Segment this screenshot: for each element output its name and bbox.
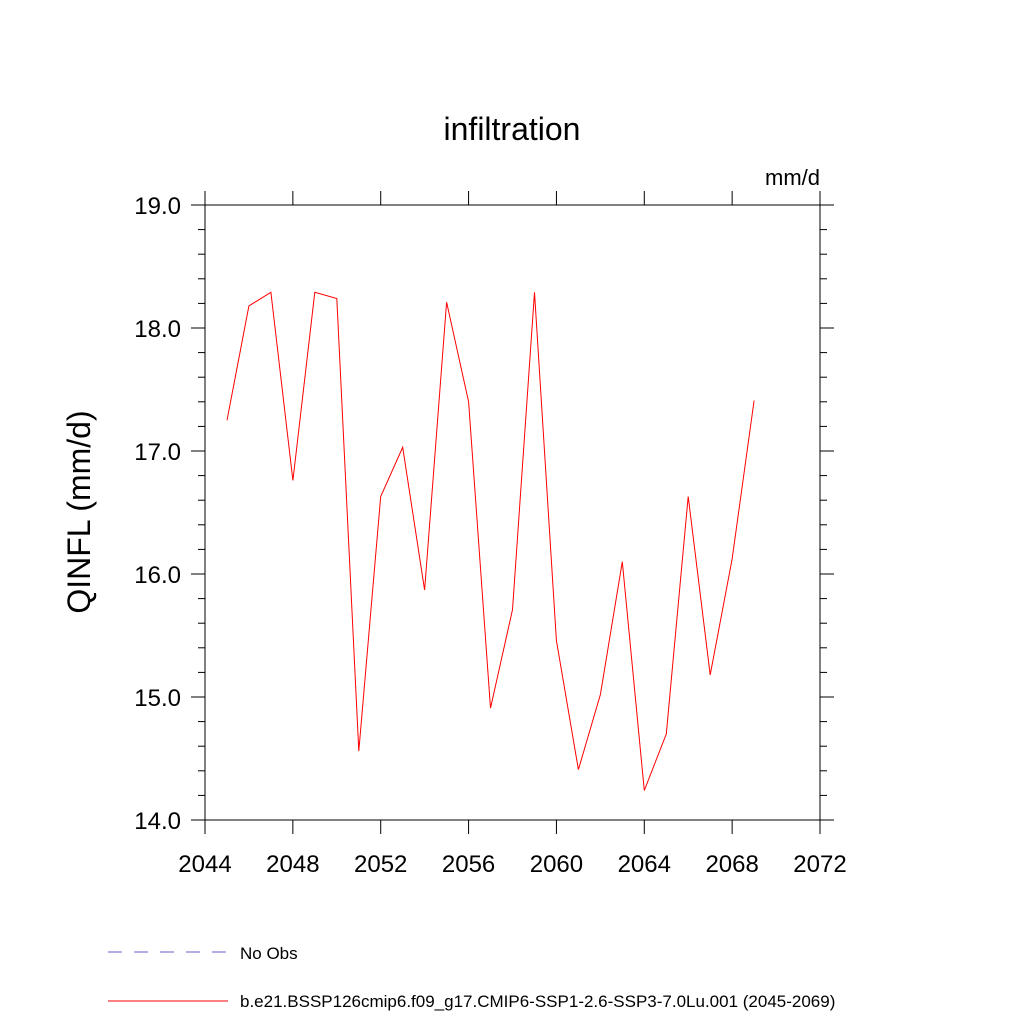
- legend: No Obs b.e21.BSSP126cmip6.f09_g17.CMIP6-…: [108, 944, 835, 1011]
- x-tick-label: 2048: [266, 851, 319, 878]
- series-line: [226, 291, 755, 791]
- x-tick-label: 2064: [618, 851, 671, 878]
- y-tick-label: 14.0: [134, 808, 181, 835]
- y-tick-label: 16.0: [134, 562, 181, 589]
- y-axis-label: QINFL (mm/d): [61, 410, 97, 613]
- axis-ticks: [191, 191, 834, 834]
- x-tick-label: 2052: [354, 851, 407, 878]
- plot-frame: [204, 204, 821, 821]
- axis-tick-labels: 2044 2048 2052 2056 2060 2064 2068 2072 14.0 15.0…: [134, 193, 846, 878]
- legend-label-no-obs: No Obs: [240, 944, 298, 963]
- chart-title: infiltration: [444, 111, 581, 147]
- x-tick-label: 2056: [442, 851, 495, 878]
- series-group: [226, 291, 755, 791]
- y-tick-label: 18.0: [134, 316, 181, 343]
- x-tick-label: 2072: [793, 851, 846, 878]
- x-tick-label: 2060: [530, 851, 583, 878]
- y-tick-label: 19.0: [134, 193, 181, 220]
- x-tick-label: 2068: [705, 851, 758, 878]
- y-tick-label: 17.0: [134, 439, 181, 466]
- x-tick-label: 2044: [178, 851, 231, 878]
- units-label: mm/d: [765, 165, 820, 190]
- y-tick-label: 15.0: [134, 685, 181, 712]
- legend-label-series: b.e21.BSSP126cmip6.f09_g17.CMIP6-SSP1-2.…: [240, 992, 835, 1011]
